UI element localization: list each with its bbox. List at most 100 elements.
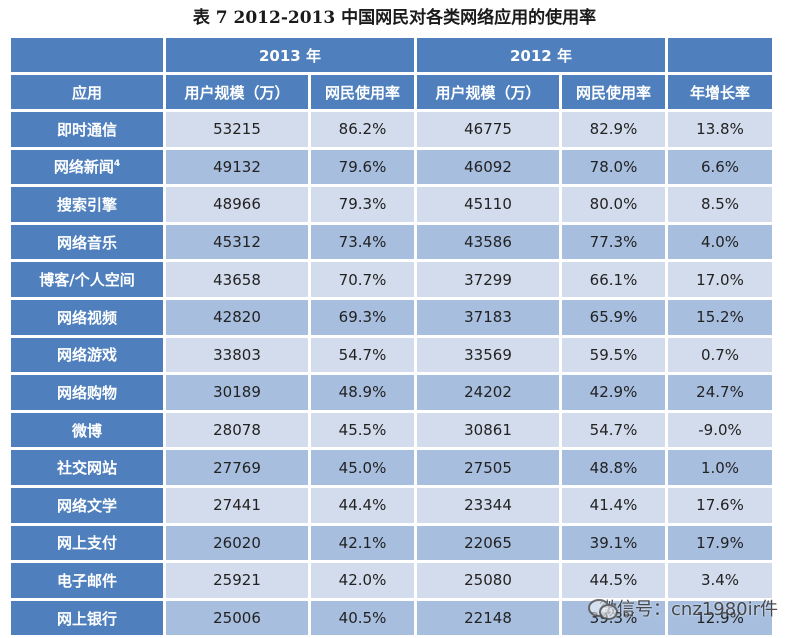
rate-2012-column-header: 网民使用率 xyxy=(562,75,665,109)
table-row: 网络文学 27441 44.4% 23344 41.4% 17.6% xyxy=(11,487,772,523)
growth-cell: 15.2% xyxy=(668,299,772,335)
rate-2013-cell: 48.9% xyxy=(311,375,414,410)
app-name-cell: 网络新闻4 xyxy=(11,149,163,185)
growth-cell: 0.7% xyxy=(668,337,772,373)
users-2012-cell: 22148 xyxy=(417,600,559,636)
empty-corner-cell xyxy=(11,38,163,72)
rate-2013-cell: 45.5% xyxy=(311,412,414,448)
app-name: 网上支付 xyxy=(56,534,117,553)
users-2013-cell: 27769 xyxy=(166,450,308,485)
users-2012-column-header: 用户规模（万） xyxy=(417,75,559,109)
app-name: 微博 xyxy=(71,421,102,440)
app-name-cell: 网络文学 xyxy=(11,487,163,523)
app-name-cell: 网络音乐 xyxy=(11,224,163,260)
rate-2012-cell: 78.0% xyxy=(562,149,665,185)
rate-2012-cell: 44.5% xyxy=(562,563,665,598)
growth-cell: 17.9% xyxy=(668,525,772,561)
watermark-text: 微信号：cnz1980ir件 xyxy=(599,599,778,620)
table-caption: 表 7 2012-2013 中国网民对各类网络应用的使用率 xyxy=(192,8,597,28)
users-2012-cell: 43586 xyxy=(417,224,559,260)
table-row: 网络购物 30189 48.9% 24202 42.9% 24.7% xyxy=(11,375,772,410)
users-2012-cell: 30861 xyxy=(417,412,559,448)
table-row: 社交网站 27769 45.0% 27505 48.8% 1.0% xyxy=(11,450,772,485)
users-2012-cell: 37299 xyxy=(417,262,559,297)
growth-cell: 8.5% xyxy=(668,187,772,222)
rate-2013-cell: 44.4% xyxy=(311,487,414,523)
users-2012-cell: 23344 xyxy=(417,487,559,523)
rate-2013-cell: 54.7% xyxy=(311,337,414,373)
app-name-cell: 即时通信 xyxy=(11,112,163,147)
rate-2013-cell: 45.0% xyxy=(311,450,414,485)
rate-2013-cell: 42.1% xyxy=(311,525,414,561)
column-header-row: 应用 用户规模（万） 网民使用率 用户规模（万） 网民使用率 年增长率 xyxy=(11,75,772,109)
users-2012-cell: 25080 xyxy=(417,563,559,598)
app-name-cell: 社交网站 xyxy=(11,450,163,485)
growth-cell: 24.7% xyxy=(668,375,772,410)
rate-2013-cell: 70.7% xyxy=(311,262,414,297)
rate-2013-cell: 69.3% xyxy=(311,299,414,335)
table-row: 博客/个人空间 43658 70.7% 37299 66.1% 17.0% xyxy=(11,262,772,297)
users-2012-cell: 33569 xyxy=(417,337,559,373)
app-column-header: 应用 xyxy=(11,75,163,109)
table-row: 网络游戏 33803 54.7% 33569 59.5% 0.7% xyxy=(11,337,772,373)
users-2012-cell: 27505 xyxy=(417,450,559,485)
users-2013-cell: 25921 xyxy=(166,563,308,598)
users-2013-cell: 30189 xyxy=(166,375,308,410)
rate-2012-cell: 39.1% xyxy=(562,525,665,561)
users-2013-cell: 48966 xyxy=(166,187,308,222)
wechat-icon xyxy=(588,595,618,621)
year-2012-header: 2012 年 xyxy=(417,38,665,72)
users-2012-cell: 22065 xyxy=(417,525,559,561)
growth-cell: 17.0% xyxy=(668,262,772,297)
table-row: 搜索引擎 48966 79.3% 45110 80.0% 8.5% xyxy=(11,187,772,222)
app-name-cell: 搜索引擎 xyxy=(11,187,163,222)
rate-2012-cell: 77.3% xyxy=(562,224,665,260)
app-name-cell: 网络视频 xyxy=(11,299,163,335)
table-row: 微博 28078 45.5% 30861 54.7% -9.0% xyxy=(11,412,772,448)
users-2012-cell: 45110 xyxy=(417,187,559,222)
users-2012-cell: 24202 xyxy=(417,375,559,410)
users-2013-cell: 53215 xyxy=(166,112,308,147)
table-row: 电子邮件 25921 42.0% 25080 44.5% 3.4% xyxy=(11,563,772,598)
users-2012-cell: 46775 xyxy=(417,112,559,147)
rate-2013-column-header: 网民使用率 xyxy=(311,75,414,109)
rate-2012-cell: 59.5% xyxy=(562,337,665,373)
rate-2013-cell: 79.6% xyxy=(311,149,414,185)
users-2013-cell: 33803 xyxy=(166,337,308,373)
growth-cell: -9.0% xyxy=(668,412,772,448)
rate-2012-cell: 42.9% xyxy=(562,375,665,410)
app-name-cell: 网络购物 xyxy=(11,375,163,410)
app-name: 网络视频 xyxy=(56,308,117,327)
app-name: 社交网站 xyxy=(56,459,117,478)
users-2013-cell: 49132 xyxy=(166,149,308,185)
rate-2012-cell: 54.7% xyxy=(562,412,665,448)
footnote-marker: 4 xyxy=(113,159,121,170)
app-name: 网络音乐 xyxy=(56,233,117,252)
growth-cell: 6.6% xyxy=(668,149,772,185)
app-name: 电子邮件 xyxy=(56,571,117,590)
rate-2012-cell: 80.0% xyxy=(562,187,665,222)
rate-2013-cell: 73.4% xyxy=(311,224,414,260)
empty-growth-header-cell xyxy=(668,38,772,72)
usage-table: 2013 年 2012 年 应用 用户规模（万） 网民使用率 用户规模（万） 网… xyxy=(8,35,775,638)
rate-2013-cell: 42.0% xyxy=(311,563,414,598)
table-row: 网络音乐 45312 73.4% 43586 77.3% 4.0% xyxy=(11,224,772,260)
app-name: 网络文学 xyxy=(56,496,117,515)
year-header-row: 2013 年 2012 年 xyxy=(11,38,772,72)
app-name-cell: 电子邮件 xyxy=(11,563,163,598)
users-2012-cell: 46092 xyxy=(417,149,559,185)
users-2013-cell: 45312 xyxy=(166,224,308,260)
users-2013-cell: 27441 xyxy=(166,487,308,523)
users-2013-cell: 43658 xyxy=(166,262,308,297)
app-name-cell: 微博 xyxy=(11,412,163,448)
growth-cell: 17.6% xyxy=(668,487,772,523)
users-2013-cell: 42820 xyxy=(166,299,308,335)
users-2013-cell: 28078 xyxy=(166,412,308,448)
growth-cell: 13.8% xyxy=(668,112,772,147)
rate-2012-cell: 41.4% xyxy=(562,487,665,523)
users-2013-column-header: 用户规模（万） xyxy=(166,75,308,109)
table-row: 网络新闻4 49132 79.6% 46092 78.0% 6.6% xyxy=(11,149,772,185)
growth-cell: 1.0% xyxy=(668,450,772,485)
app-name-cell: 网络游戏 xyxy=(11,337,163,373)
